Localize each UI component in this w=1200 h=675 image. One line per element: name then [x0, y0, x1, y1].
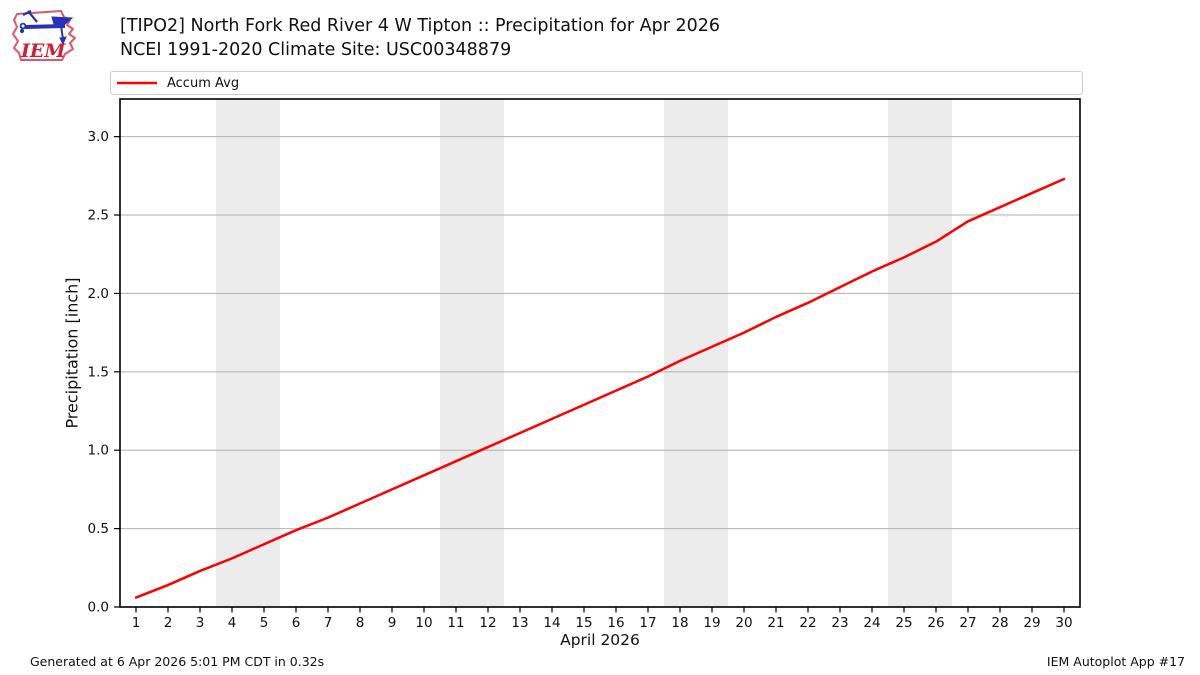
y-axis-title: Precipitation [inch]	[62, 277, 82, 429]
chart-title-block: [TIPO2] North Fork Red River 4 W Tipton …	[120, 14, 720, 62]
x-tick-label: 30	[1055, 615, 1072, 631]
chart-title: [TIPO2] North Fork Red River 4 W Tipton …	[120, 16, 720, 36]
y-tick-label: 3.0	[88, 129, 109, 145]
x-tick-label: 25	[895, 615, 912, 631]
x-tick-label: 23	[831, 615, 848, 631]
x-tick-label: 5	[260, 615, 269, 631]
x-tick-label: 1	[132, 615, 141, 631]
x-tick-label: 22	[799, 615, 816, 631]
legend-label: Accum Avg	[167, 75, 240, 91]
x-tick-label: 2	[164, 615, 173, 631]
y-tick-label: 1.0	[88, 443, 109, 459]
x-tick-label: 20	[735, 615, 752, 631]
iem-logo: IEM	[12, 10, 76, 62]
x-tick-label: 17	[639, 615, 656, 631]
x-tick-label: 15	[575, 615, 592, 631]
x-tick-label: 24	[863, 615, 880, 631]
y-tick-label: 1.5	[88, 364, 109, 380]
x-tick-label: 10	[415, 615, 432, 631]
y-tick-label: 0.0	[88, 600, 109, 616]
weekend-band	[888, 99, 952, 607]
x-tick-label: 11	[447, 615, 464, 631]
iem-logo-text: IEM	[20, 40, 66, 62]
x-tick-label: 29	[1023, 615, 1040, 631]
y-tick-label: 0.5	[88, 521, 109, 537]
x-tick-label: 14	[543, 615, 560, 631]
weather-vane-icon	[19, 10, 74, 46]
x-tick-label: 28	[991, 615, 1008, 631]
x-tick-label: 9	[388, 615, 397, 631]
x-tick-label: 26	[927, 615, 944, 631]
x-tick-label: 3	[196, 615, 205, 631]
plot-border	[119, 98, 1081, 608]
x-tick-label: 8	[356, 615, 365, 631]
x-tick-label: 18	[671, 615, 688, 631]
footer-app-id: IEM Autoplot App #17	[1046, 654, 1185, 669]
x-tick-label: 13	[511, 615, 528, 631]
x-tick-label: 12	[479, 615, 496, 631]
x-tick-label: 27	[959, 615, 976, 631]
x-tick-label: 19	[703, 615, 720, 631]
legend-line-swatch	[117, 81, 157, 85]
x-tick-label: 4	[228, 615, 237, 631]
weekend-band	[216, 99, 280, 607]
footer-generated-at: Generated at 6 Apr 2026 5:01 PM CDT in 0…	[30, 654, 325, 669]
accum-avg-line	[134, 177, 1066, 599]
x-tick-label: 21	[767, 615, 784, 631]
chart-subtitle: NCEI 1991-2020 Climate Site: USC00348879	[120, 40, 512, 60]
legend: Accum Avg	[110, 71, 1083, 95]
y-tick-label: 2.5	[88, 208, 109, 224]
x-tick-label: 6	[292, 615, 301, 631]
x-tick-label: 7	[324, 615, 333, 631]
x-tick-label: 16	[607, 615, 624, 631]
y-tick-label: 2.0	[88, 286, 109, 302]
weekend-band	[440, 99, 504, 607]
x-axis-title: April 2026	[560, 631, 640, 649]
